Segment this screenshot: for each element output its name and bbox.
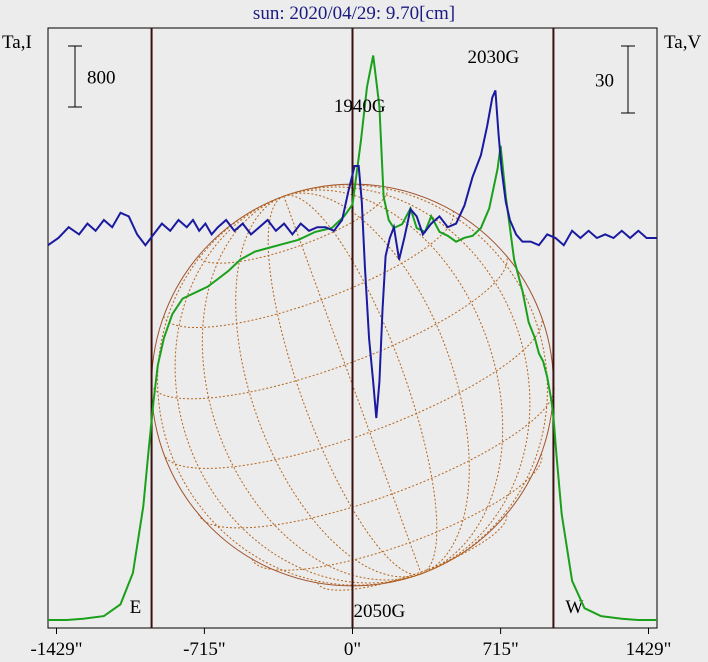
- latitude-line: [198, 384, 555, 529]
- latitude-line: [317, 513, 508, 591]
- meridian-line: [283, 192, 470, 575]
- x-tick-label: -1429": [30, 639, 82, 660]
- limb-label-w: W: [565, 597, 583, 618]
- meridian-line: [174, 195, 422, 584]
- series-intensity-line: [48, 55, 657, 621]
- annotation-2030g: 2030G: [467, 47, 519, 68]
- y-left-label: Ta,I: [2, 32, 32, 53]
- meridian-line: [267, 195, 422, 576]
- chart-title: sun: 2020/04/29: 9.70[cm]: [252, 3, 456, 24]
- meridian-line: [283, 184, 548, 575]
- annotation-2050g: 2050G: [354, 601, 406, 622]
- x-tick-label: 0": [344, 639, 361, 660]
- x-tick-label: 1429": [626, 639, 672, 660]
- x-tick-label: -715": [183, 639, 226, 660]
- latitude-line: [151, 255, 508, 400]
- meridian-line: [283, 186, 531, 575]
- scale-bar-left-label: 800: [87, 68, 116, 89]
- heliographic-grid: [151, 184, 555, 591]
- x-tick-label: 715": [482, 639, 518, 660]
- meridian-line: [157, 195, 422, 586]
- scale-bar-right-label: 30: [595, 71, 614, 92]
- latitude-line: [163, 210, 455, 329]
- latitude-line: [163, 316, 543, 469]
- annotation-1940g: 1940G: [334, 96, 386, 117]
- latitude-line: [198, 186, 389, 264]
- limb-label-e: E: [130, 597, 142, 618]
- meridian-line: [283, 194, 438, 575]
- series-polarization-line: [47, 90, 657, 419]
- y-right-label: Ta,V: [664, 32, 702, 53]
- meridian-line: [235, 195, 422, 578]
